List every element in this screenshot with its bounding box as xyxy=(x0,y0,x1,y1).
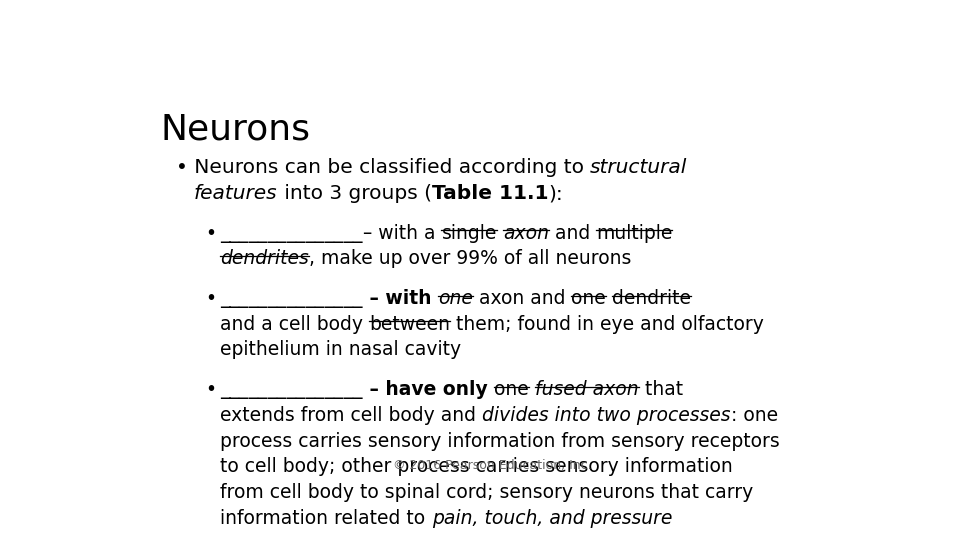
Text: •: • xyxy=(205,380,217,399)
Text: • Neurons can be classified according to: • Neurons can be classified according to xyxy=(176,158,590,177)
Text: – have only: – have only xyxy=(363,380,494,399)
Text: axon and: axon and xyxy=(473,289,571,308)
Text: _______________: _______________ xyxy=(221,224,363,242)
Text: single: single xyxy=(442,224,497,242)
Text: – with a: – with a xyxy=(363,224,442,242)
Text: •: • xyxy=(205,289,217,308)
Text: fused axon: fused axon xyxy=(535,380,638,399)
Text: _______________: _______________ xyxy=(221,380,363,399)
Text: them; found in eye and olfactory: them; found in eye and olfactory xyxy=(450,315,764,334)
Text: ):: ): xyxy=(548,184,563,203)
Text: features: features xyxy=(194,184,277,203)
Text: – with: – with xyxy=(363,289,438,308)
Text: one: one xyxy=(571,289,606,308)
Text: to cell body; other process carries sensory information: to cell body; other process carries sens… xyxy=(221,457,733,476)
Text: divides into two processes: divides into two processes xyxy=(483,406,731,425)
Text: Table 11.1: Table 11.1 xyxy=(432,184,548,203)
Text: process carries sensory information from sensory receptors: process carries sensory information from… xyxy=(221,431,780,450)
Text: Neurons: Neurons xyxy=(161,113,311,147)
Text: dendrite: dendrite xyxy=(612,289,691,308)
Text: that: that xyxy=(638,380,683,399)
Text: from cell body to spinal cord; sensory neurons that carry: from cell body to spinal cord; sensory n… xyxy=(221,483,754,502)
Text: epithelium in nasal cavity: epithelium in nasal cavity xyxy=(221,341,462,360)
Text: : one: : one xyxy=(731,406,778,425)
Text: pain, touch, and pressure: pain, touch, and pressure xyxy=(432,509,672,528)
Text: one: one xyxy=(438,289,473,308)
Text: _______________: _______________ xyxy=(221,289,363,308)
Text: structural: structural xyxy=(590,158,687,177)
Text: between: between xyxy=(370,315,450,334)
Text: •: • xyxy=(205,224,217,242)
Text: extends from cell body and: extends from cell body and xyxy=(221,406,483,425)
Text: information related to: information related to xyxy=(221,509,432,528)
Text: one: one xyxy=(494,380,529,399)
Text: and a cell body: and a cell body xyxy=(221,315,370,334)
Text: axon: axon xyxy=(503,224,549,242)
Text: dendrites: dendrites xyxy=(221,249,309,268)
Text: © 2016 Pearson Education, Inc.: © 2016 Pearson Education, Inc. xyxy=(393,460,591,472)
Text: and: and xyxy=(549,224,596,242)
Text: multiple: multiple xyxy=(596,224,672,242)
Text: , make up over 99% of all neurons: , make up over 99% of all neurons xyxy=(309,249,632,268)
Text: into 3 groups (: into 3 groups ( xyxy=(277,184,432,203)
